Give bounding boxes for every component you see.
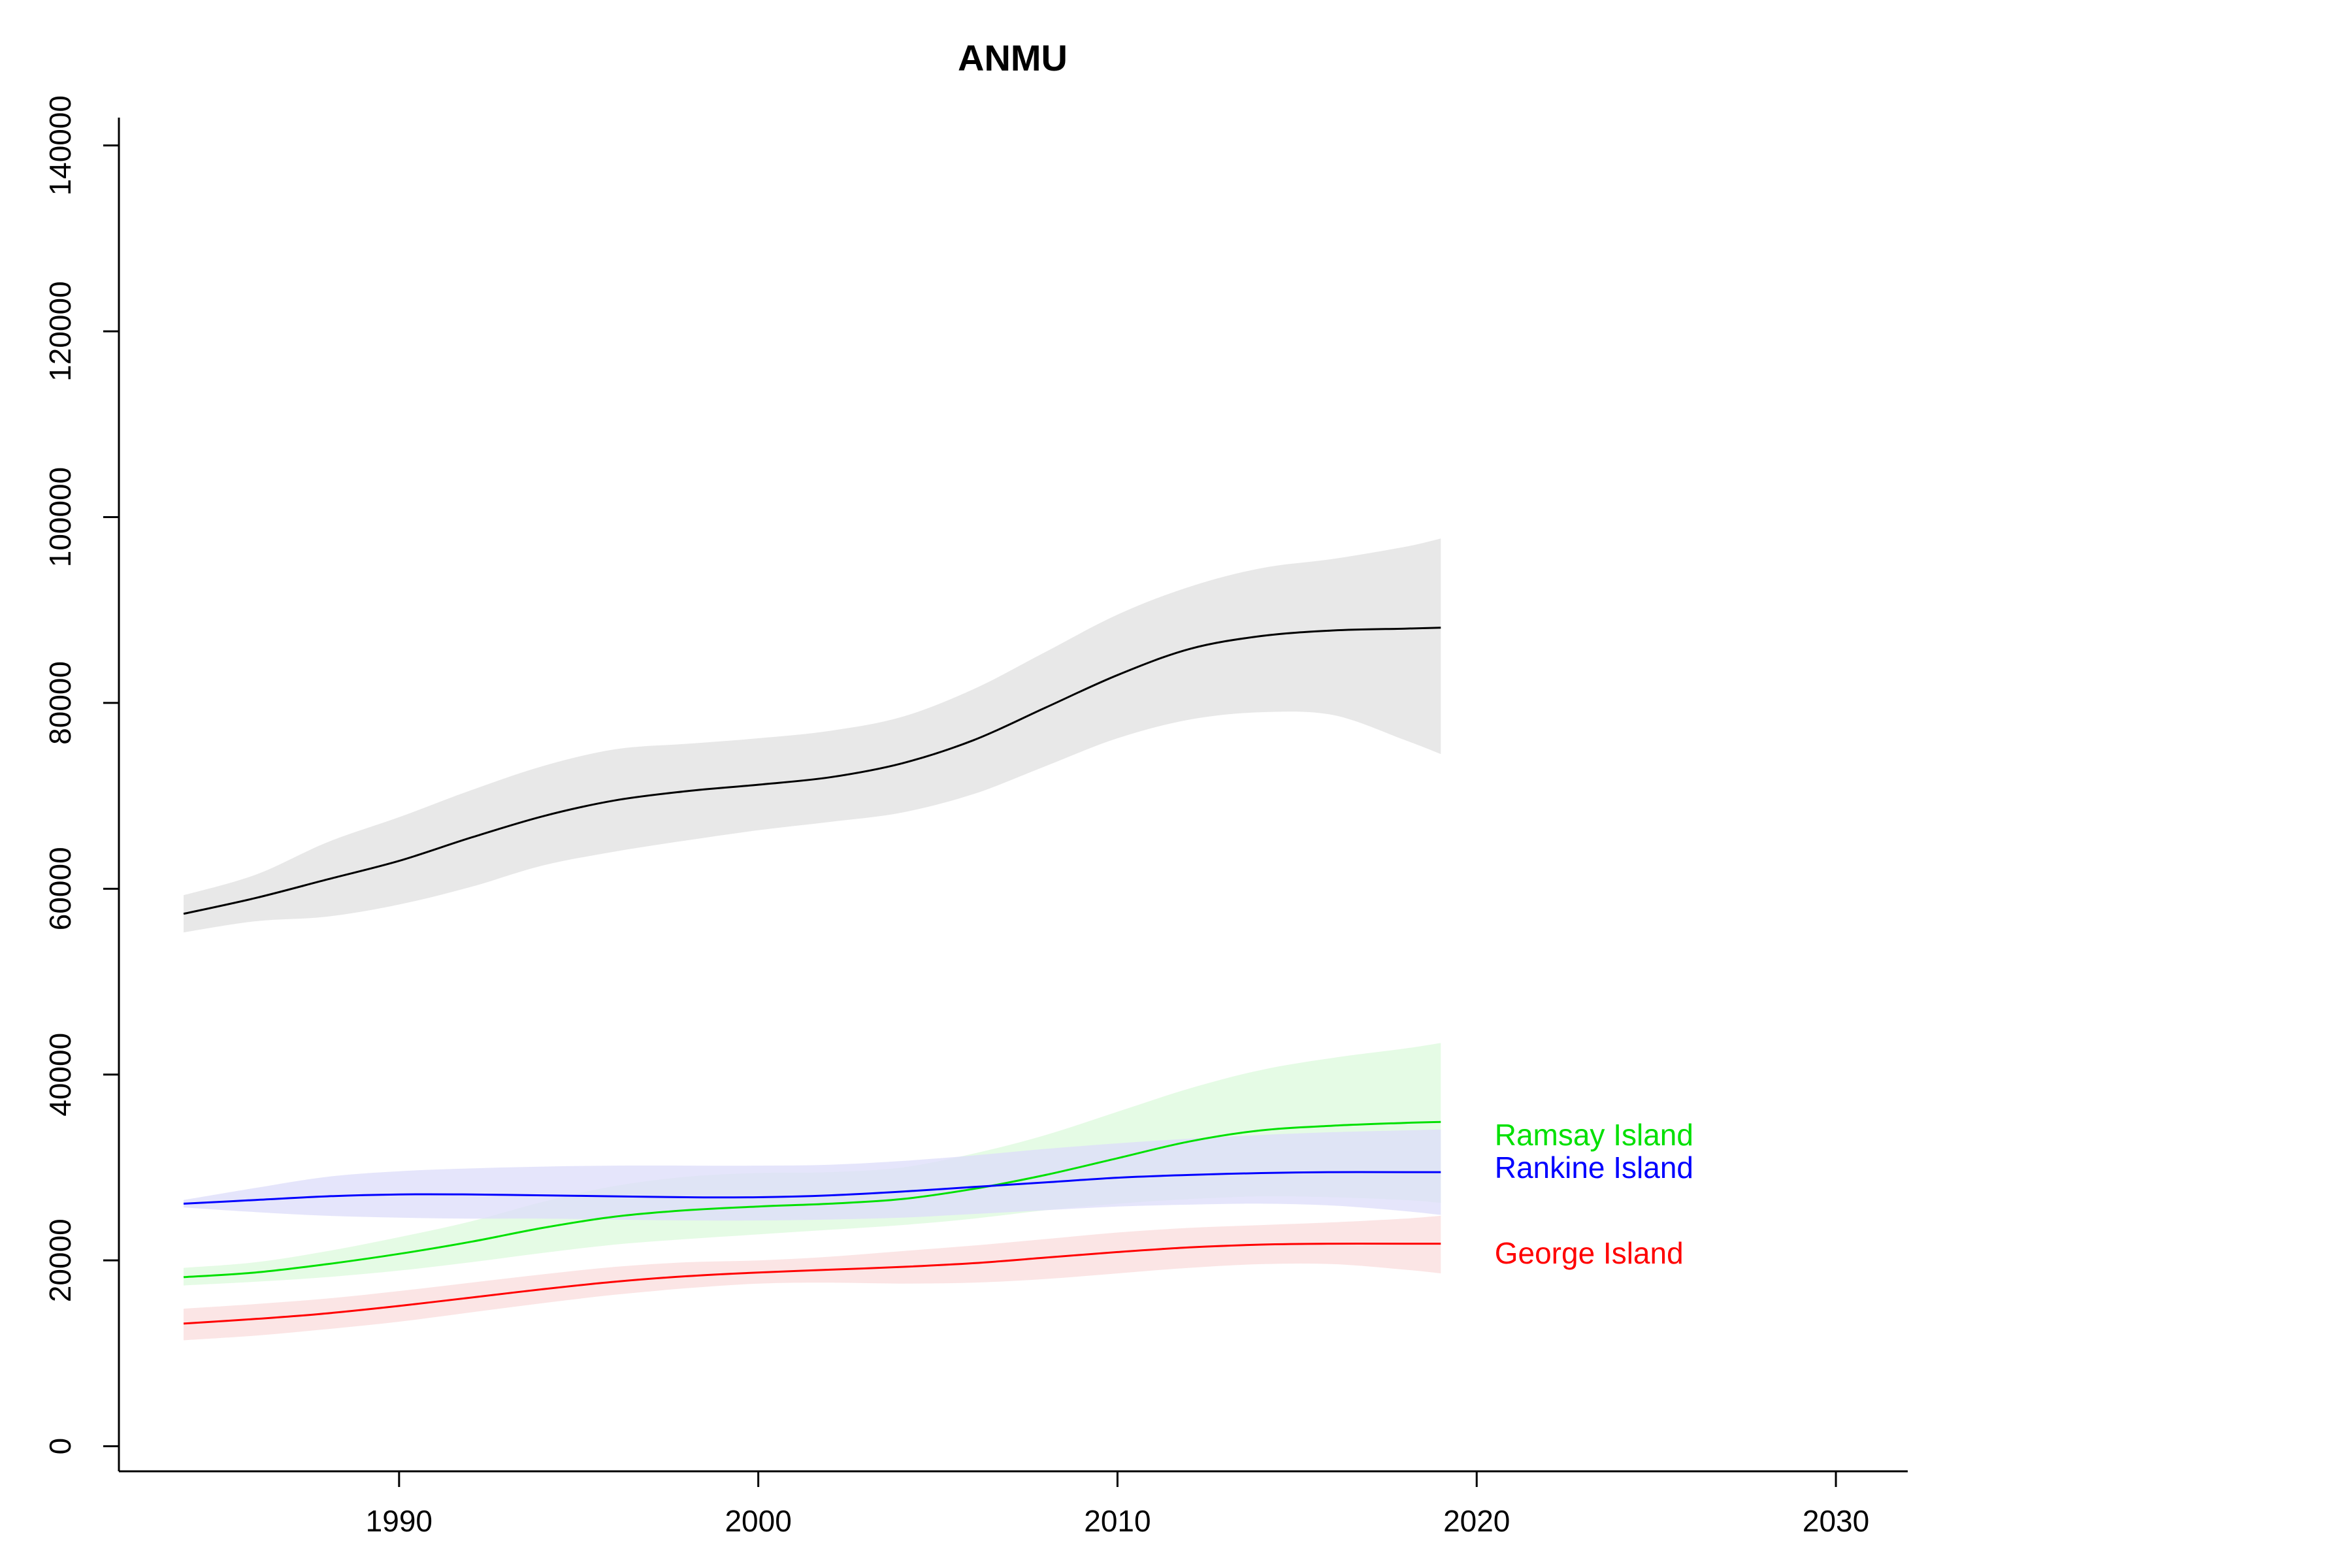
y-tick-label: 100000 [43,467,77,568]
line-george-island [183,1242,1441,1325]
x-tick-label: 2010 [1084,1504,1151,1538]
y-tick-label: 0 [43,1438,77,1455]
y-ticks: 0 20000 40000 60000 80000 100000 120000 140000 [43,95,119,1454]
x-tick-label: 2030 [1803,1504,1869,1538]
series-label: Rankine Island [1495,1151,1693,1184]
series-label: Ramsay Island [1495,1118,1693,1152]
band-rankine-island [184,1129,1441,1221]
chart-title: ANMU [958,37,1068,78]
series-label: George Island [1495,1236,1684,1270]
y-tick-label: 140000 [43,95,77,196]
band-george-island [184,1215,1441,1341]
y-tick-label: 120000 [43,281,77,381]
band-ramsay-island [184,1043,1441,1286]
band-total [184,538,1441,933]
x-tick-label: 2000 [725,1504,791,1538]
y-tick-label: 80000 [43,661,77,745]
y-tick-label: 40000 [43,1033,77,1117]
x-tick-label: 2020 [1443,1504,1510,1538]
line-total [183,627,1441,915]
x-tick-label: 1990 [366,1504,433,1538]
line-ramsay-island [183,1120,1441,1279]
y-tick-label: 20000 [43,1218,77,1302]
confidence-bands [184,538,1441,1341]
axes [118,118,1908,1473]
series-lines [183,627,1441,1325]
x-ticks: 1990 2000 2010 2020 2030 [366,1471,1869,1538]
line-rankine-island [183,1171,1441,1205]
y-tick-label: 60000 [43,847,77,930]
